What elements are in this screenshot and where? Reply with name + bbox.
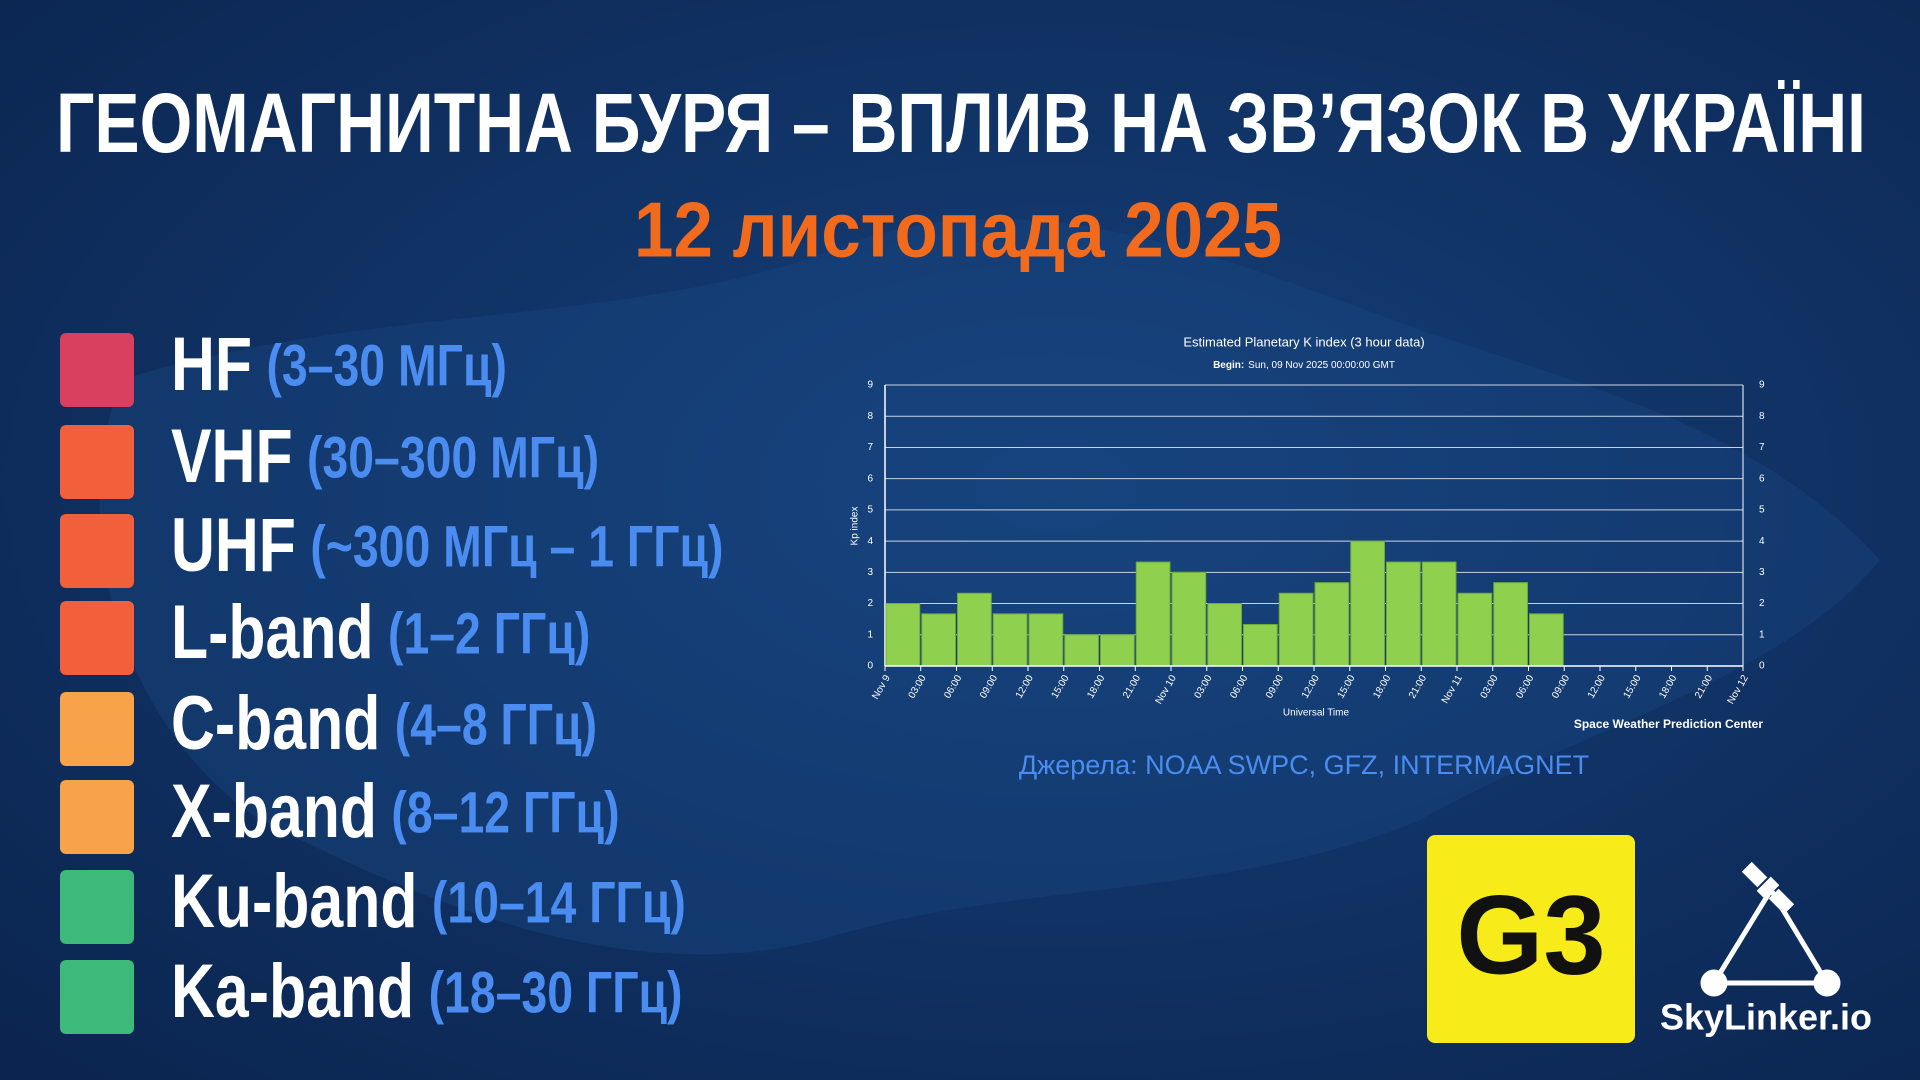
bar <box>1135 561 1171 667</box>
band-range: (3–30 МГц) <box>266 333 506 398</box>
band-range: (18–30 ГГц) <box>429 960 683 1025</box>
band-swatch <box>60 425 134 499</box>
y2-tick-label: 6 <box>1759 473 1765 484</box>
band-range: (~300 МГц – 1 ГГц) <box>310 514 723 579</box>
band-range: (1–2 ГГц) <box>388 601 590 666</box>
bar <box>1278 592 1314 667</box>
y2-tick-label: 3 <box>1759 567 1765 578</box>
y2-tick-label: 8 <box>1759 411 1765 422</box>
y-tick-label: 0 <box>867 661 873 672</box>
band-swatch <box>60 870 134 944</box>
chart-subtitle: Begin: Sun, 09 Nov 2025 00:00:00 GMT <box>1213 360 1395 371</box>
y-tick-label: 7 <box>867 442 873 453</box>
subtitle-label: Begin: <box>1213 360 1244 371</box>
band-label: L-band (1–2 ГГц) <box>171 590 590 675</box>
bar <box>1493 582 1528 667</box>
band-range: (4–8 ГГц) <box>395 692 597 757</box>
bar <box>1457 592 1493 667</box>
band-name: L-band <box>171 590 374 675</box>
badge: G3 <box>1456 873 1605 998</box>
bar <box>885 603 921 667</box>
bar <box>1207 603 1242 667</box>
logo-icon <box>1700 861 1841 997</box>
bar <box>1100 634 1135 667</box>
map-shape <box>99 218 1881 955</box>
bar <box>1314 582 1350 667</box>
bar <box>921 613 956 667</box>
subtitle-value: Sun, 09 Nov 2025 00:00:00 GMT <box>1248 360 1395 371</box>
band-range: (10–14 ГГц) <box>432 870 686 935</box>
y-tick-label: 4 <box>867 536 873 547</box>
bar <box>1028 613 1064 667</box>
x-axis-label: Universal Time <box>1283 708 1350 719</box>
band-name: UHF <box>171 503 296 588</box>
y2-tick-label: 0 <box>1759 661 1765 672</box>
band-swatch <box>60 692 134 766</box>
bar <box>1064 634 1099 667</box>
band-swatch <box>60 960 134 1034</box>
y-tick-label: 9 <box>867 380 873 391</box>
badge-bg <box>1427 835 1635 1043</box>
band-label: VHF (30–300 МГц) <box>171 414 599 499</box>
y2-tick-label: 4 <box>1759 536 1765 547</box>
chart: Estimated Planetary K index (3 hour data… <box>850 334 1765 731</box>
y2-tick-label: 9 <box>1759 380 1765 391</box>
band-name: Ka-band <box>171 949 414 1034</box>
band-name: VHF <box>171 414 293 499</box>
source: Джерела: NOAA SWPC, GFZ, INTERMAGNET <box>1019 750 1589 780</box>
title: ГЕОМАГНИТНА БУРЯ – ВПЛИВ НА ЗВ’ЯЗОК В УК… <box>56 76 1866 170</box>
band-label: Ka-band (18–30 ГГц) <box>171 949 683 1034</box>
y2-tick-label: 5 <box>1759 505 1765 516</box>
band-label: HF (3–30 МГц) <box>171 322 507 407</box>
y2-tick-label: 7 <box>1759 442 1765 453</box>
y-tick-label: 2 <box>867 598 873 609</box>
y2-tick-label: 1 <box>1759 629 1765 640</box>
legend: HF (3–30 МГц)VHF (30–300 МГц)UHF (~300 МГц … <box>60 322 724 1034</box>
chart-title: Estimated Planetary K index (3 hour data… <box>1183 334 1424 349</box>
y-tick-label: 5 <box>867 505 873 516</box>
credit: Space Weather Prediction Center <box>1574 717 1764 731</box>
band-swatch <box>60 333 134 407</box>
band-name: HF <box>171 322 252 407</box>
band-label: C-band (4–8 ГГц) <box>171 681 597 766</box>
bar <box>992 613 1028 667</box>
band-range: (30–300 МГц) <box>307 425 599 490</box>
y2-tick-label: 2 <box>1759 598 1765 609</box>
y-axis-label: Kp index <box>850 507 861 546</box>
y-tick-label: 6 <box>867 473 873 484</box>
bar <box>1529 613 1564 667</box>
y-tick-label: 1 <box>867 629 873 640</box>
y-tick-label: 3 <box>867 567 873 578</box>
y-tick-label: 8 <box>867 411 873 422</box>
bar <box>1350 540 1385 667</box>
band-swatch <box>60 780 134 854</box>
date: 12 листопада 2025 <box>634 186 1282 274</box>
band-name: C-band <box>171 681 380 766</box>
bar <box>1171 571 1207 667</box>
band-range: (8–12 ГГц) <box>391 780 619 845</box>
bar <box>957 592 992 667</box>
band-name: Ku-band <box>171 859 417 944</box>
band-label: UHF (~300 МГц – 1 ГГц) <box>171 503 724 588</box>
band-swatch <box>60 514 134 588</box>
bar <box>1243 623 1278 667</box>
logo: SkyLinker.io <box>1660 997 1872 1038</box>
bar <box>1386 561 1421 667</box>
band-label: X-band (8–12 ГГц) <box>171 769 620 854</box>
band-swatch <box>60 601 134 675</box>
band-label: Ku-band (10–14 ГГц) <box>171 859 686 944</box>
band-name: X-band <box>171 769 377 854</box>
bar <box>1421 561 1457 667</box>
